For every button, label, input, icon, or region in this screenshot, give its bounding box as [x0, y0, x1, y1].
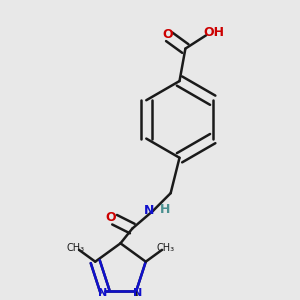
Text: OH: OH — [203, 26, 224, 40]
Text: CH₃: CH₃ — [66, 243, 85, 254]
Text: N: N — [144, 204, 154, 217]
Text: H: H — [160, 203, 170, 216]
Text: N: N — [98, 288, 108, 298]
Text: N: N — [133, 288, 142, 298]
Text: CH₃: CH₃ — [157, 243, 175, 254]
Text: O: O — [162, 28, 173, 41]
Text: O: O — [105, 211, 116, 224]
